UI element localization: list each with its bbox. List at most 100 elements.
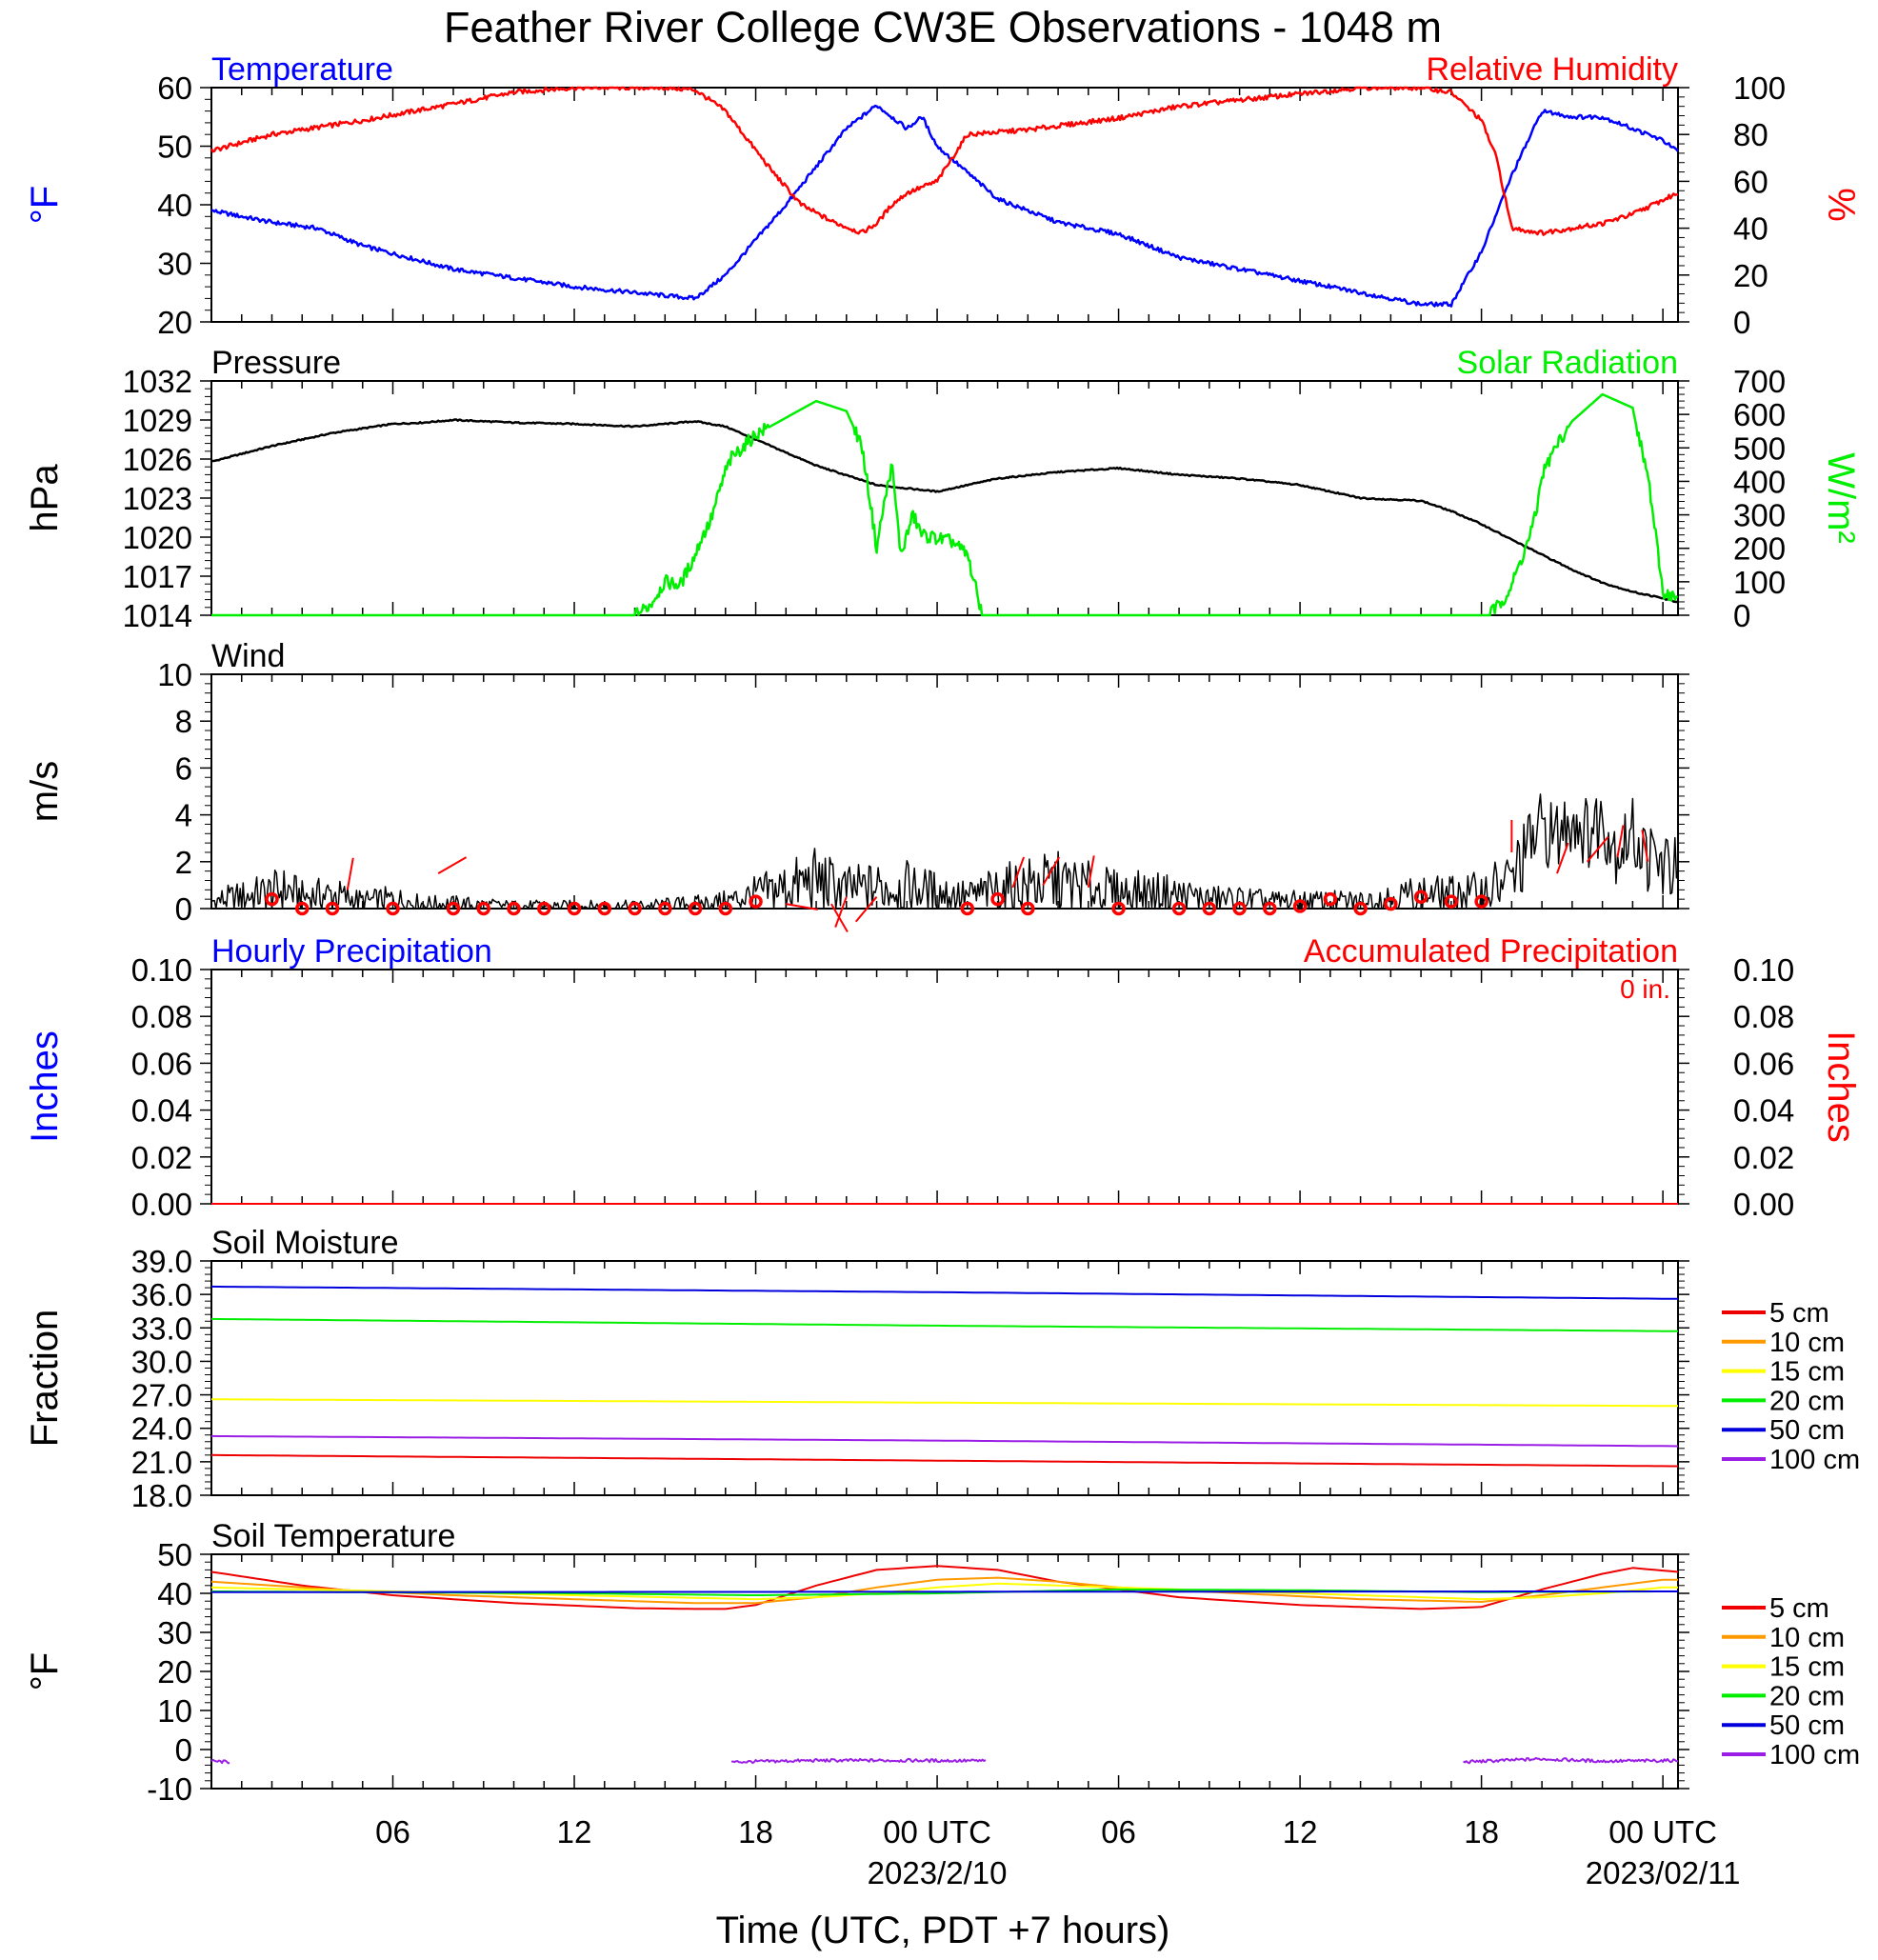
- legend-label: 50 cm: [1769, 1415, 1845, 1446]
- soil-temp-100cm-line: [210, 1758, 230, 1765]
- wind-barb: [854, 896, 878, 923]
- y-tick-label: 18.0: [131, 1478, 192, 1513]
- soil-moisture-15cm-line: [211, 1398, 1679, 1408]
- calm-wind-circle: [567, 901, 582, 916]
- panel-left-title: Soil Moisture: [211, 1225, 399, 1261]
- y-right-tick-label: 700: [1733, 364, 1786, 399]
- y-tick-label: 60: [157, 70, 192, 106]
- y-right-tick-label: 100: [1733, 565, 1786, 600]
- legend-label: 5 cm: [1769, 1298, 1829, 1329]
- y-right-tick-label: 0.08: [1733, 999, 1794, 1034]
- calm-wind-circle: [507, 901, 521, 916]
- legend-label: 20 cm: [1769, 1681, 1845, 1711]
- x-tick-label: 06: [1101, 1814, 1136, 1850]
- figure-title: Feather River College CW3E Observations …: [444, 3, 1442, 51]
- wind-barb: [1586, 836, 1609, 863]
- plot-frame: [210, 1553, 1679, 1790]
- soil-temp-50cm-line: [211, 1590, 1678, 1593]
- legend-label: 10 cm: [1769, 1328, 1845, 1358]
- calm-wind-circle: [1444, 894, 1459, 909]
- calm-wind-circle: [265, 891, 279, 907]
- y-axis-label: hPa: [24, 464, 66, 532]
- calm-wind-circle: [1232, 901, 1247, 916]
- y-tick-label: 20: [157, 305, 192, 340]
- y-axis-label: °F: [24, 1652, 66, 1690]
- y-right-tick-label: 0.04: [1733, 1093, 1794, 1129]
- y-tick-label: 10: [157, 657, 192, 692]
- calm-wind-circle: [446, 901, 461, 916]
- legend-label: 15 cm: [1769, 1652, 1845, 1683]
- y-tick-label: 0.02: [131, 1140, 192, 1175]
- y-tick-label: 20: [157, 1654, 192, 1690]
- y-right-tick-label: 0.00: [1733, 1187, 1794, 1222]
- wind-barb: [834, 896, 848, 928]
- y-right-tick-label: 0.06: [1733, 1046, 1794, 1081]
- x-tick-label: 12: [557, 1814, 592, 1850]
- y-right-tick-label: 60: [1733, 164, 1768, 199]
- y-axis-label: Inches: [24, 1030, 66, 1143]
- panel-left-title: Hourly Precipitation: [211, 933, 492, 970]
- calm-wind-circle: [1263, 901, 1277, 916]
- y-tick-label: 0.06: [131, 1046, 192, 1081]
- soil-temp-100cm-line: [730, 1757, 987, 1765]
- calm-wind-circle: [1323, 891, 1338, 907]
- y-right-tick-label: 40: [1733, 211, 1768, 247]
- y-tick-label: 1023: [123, 481, 192, 516]
- pressure-line: [210, 418, 1679, 604]
- wind-barb: [437, 856, 468, 874]
- y-right-tick-label: 600: [1733, 397, 1786, 432]
- calm-wind-circle: [386, 901, 400, 916]
- y-tick-label: 6: [175, 750, 192, 786]
- wind-barb: [1641, 830, 1649, 862]
- plot-frame: [210, 1260, 1679, 1496]
- panel-wind: 10 8 6 4 2 0 Wind m/s: [24, 638, 1689, 933]
- soil-moisture-100cm-line: [210, 1434, 1679, 1448]
- x-tick-label: 06: [375, 1814, 410, 1850]
- calm-wind-circle: [628, 901, 642, 916]
- y-tick-label: -10: [147, 1771, 192, 1807]
- wind-barb: [1087, 855, 1095, 889]
- calm-wind-circle: [1292, 899, 1308, 913]
- y-tick-label: 30.0: [131, 1344, 192, 1379]
- calm-wind-circle: [325, 901, 340, 916]
- humidity-line: [210, 86, 1678, 236]
- calm-wind-circle: [718, 901, 733, 916]
- legend-label: 100 cm: [1769, 1445, 1860, 1475]
- legend-label: 20 cm: [1769, 1386, 1845, 1416]
- panel-pressure-solar: 1032 1029 1026 1023 1020 1017 1014 700600500400…: [24, 345, 1862, 633]
- panel-left-title: Soil Temperature: [211, 1518, 455, 1554]
- soil-temp-100cm-line: [1463, 1756, 1678, 1765]
- wind-barb: [1042, 856, 1061, 886]
- y-tick-label: 0.08: [131, 999, 192, 1034]
- y-tick-label: 33.0: [131, 1310, 192, 1346]
- wind-barb: [786, 903, 818, 910]
- panel-temperature-humidity: 60 50 40 30 20 100 80 60 40 20 0 Temperature Relativ…: [24, 51, 1862, 340]
- y-right-tick-label: 0.10: [1733, 952, 1794, 988]
- legend-label: 10 cm: [1769, 1623, 1845, 1653]
- y-axis-label: Fraction: [24, 1310, 66, 1448]
- y-tick-label: 2: [175, 845, 192, 880]
- y-tick-label: 0.00: [131, 1187, 192, 1222]
- x-tick-label: 00 UTC: [1608, 1814, 1717, 1850]
- legend-label: 15 cm: [1769, 1357, 1845, 1388]
- y-tick-label: 36.0: [131, 1277, 192, 1312]
- calm-wind-circle: [960, 901, 975, 916]
- legend-label: 50 cm: [1769, 1710, 1845, 1741]
- y-right-axis-label: Inches: [1820, 1030, 1862, 1143]
- x-date-label: 2023/02/11: [1586, 1855, 1741, 1890]
- y-tick-label: 0: [175, 1732, 192, 1768]
- y-right-tick-label: 0: [1733, 305, 1750, 340]
- accum-precip-annotation: 0 in.: [1620, 974, 1670, 1004]
- y-tick-label: 8: [175, 704, 192, 739]
- y-right-tick-label: 20: [1733, 258, 1768, 293]
- y-right-tick-label: 80: [1733, 117, 1768, 152]
- calm-wind-circle: [1474, 894, 1488, 909]
- y-tick-label: 1014: [123, 598, 192, 633]
- x-axis: Time (UTC, PDT +7 hours) 06 12 18 00 UTC 06 1…: [375, 1814, 1740, 1951]
- soil-temp-10cm-line: [210, 1576, 1678, 1605]
